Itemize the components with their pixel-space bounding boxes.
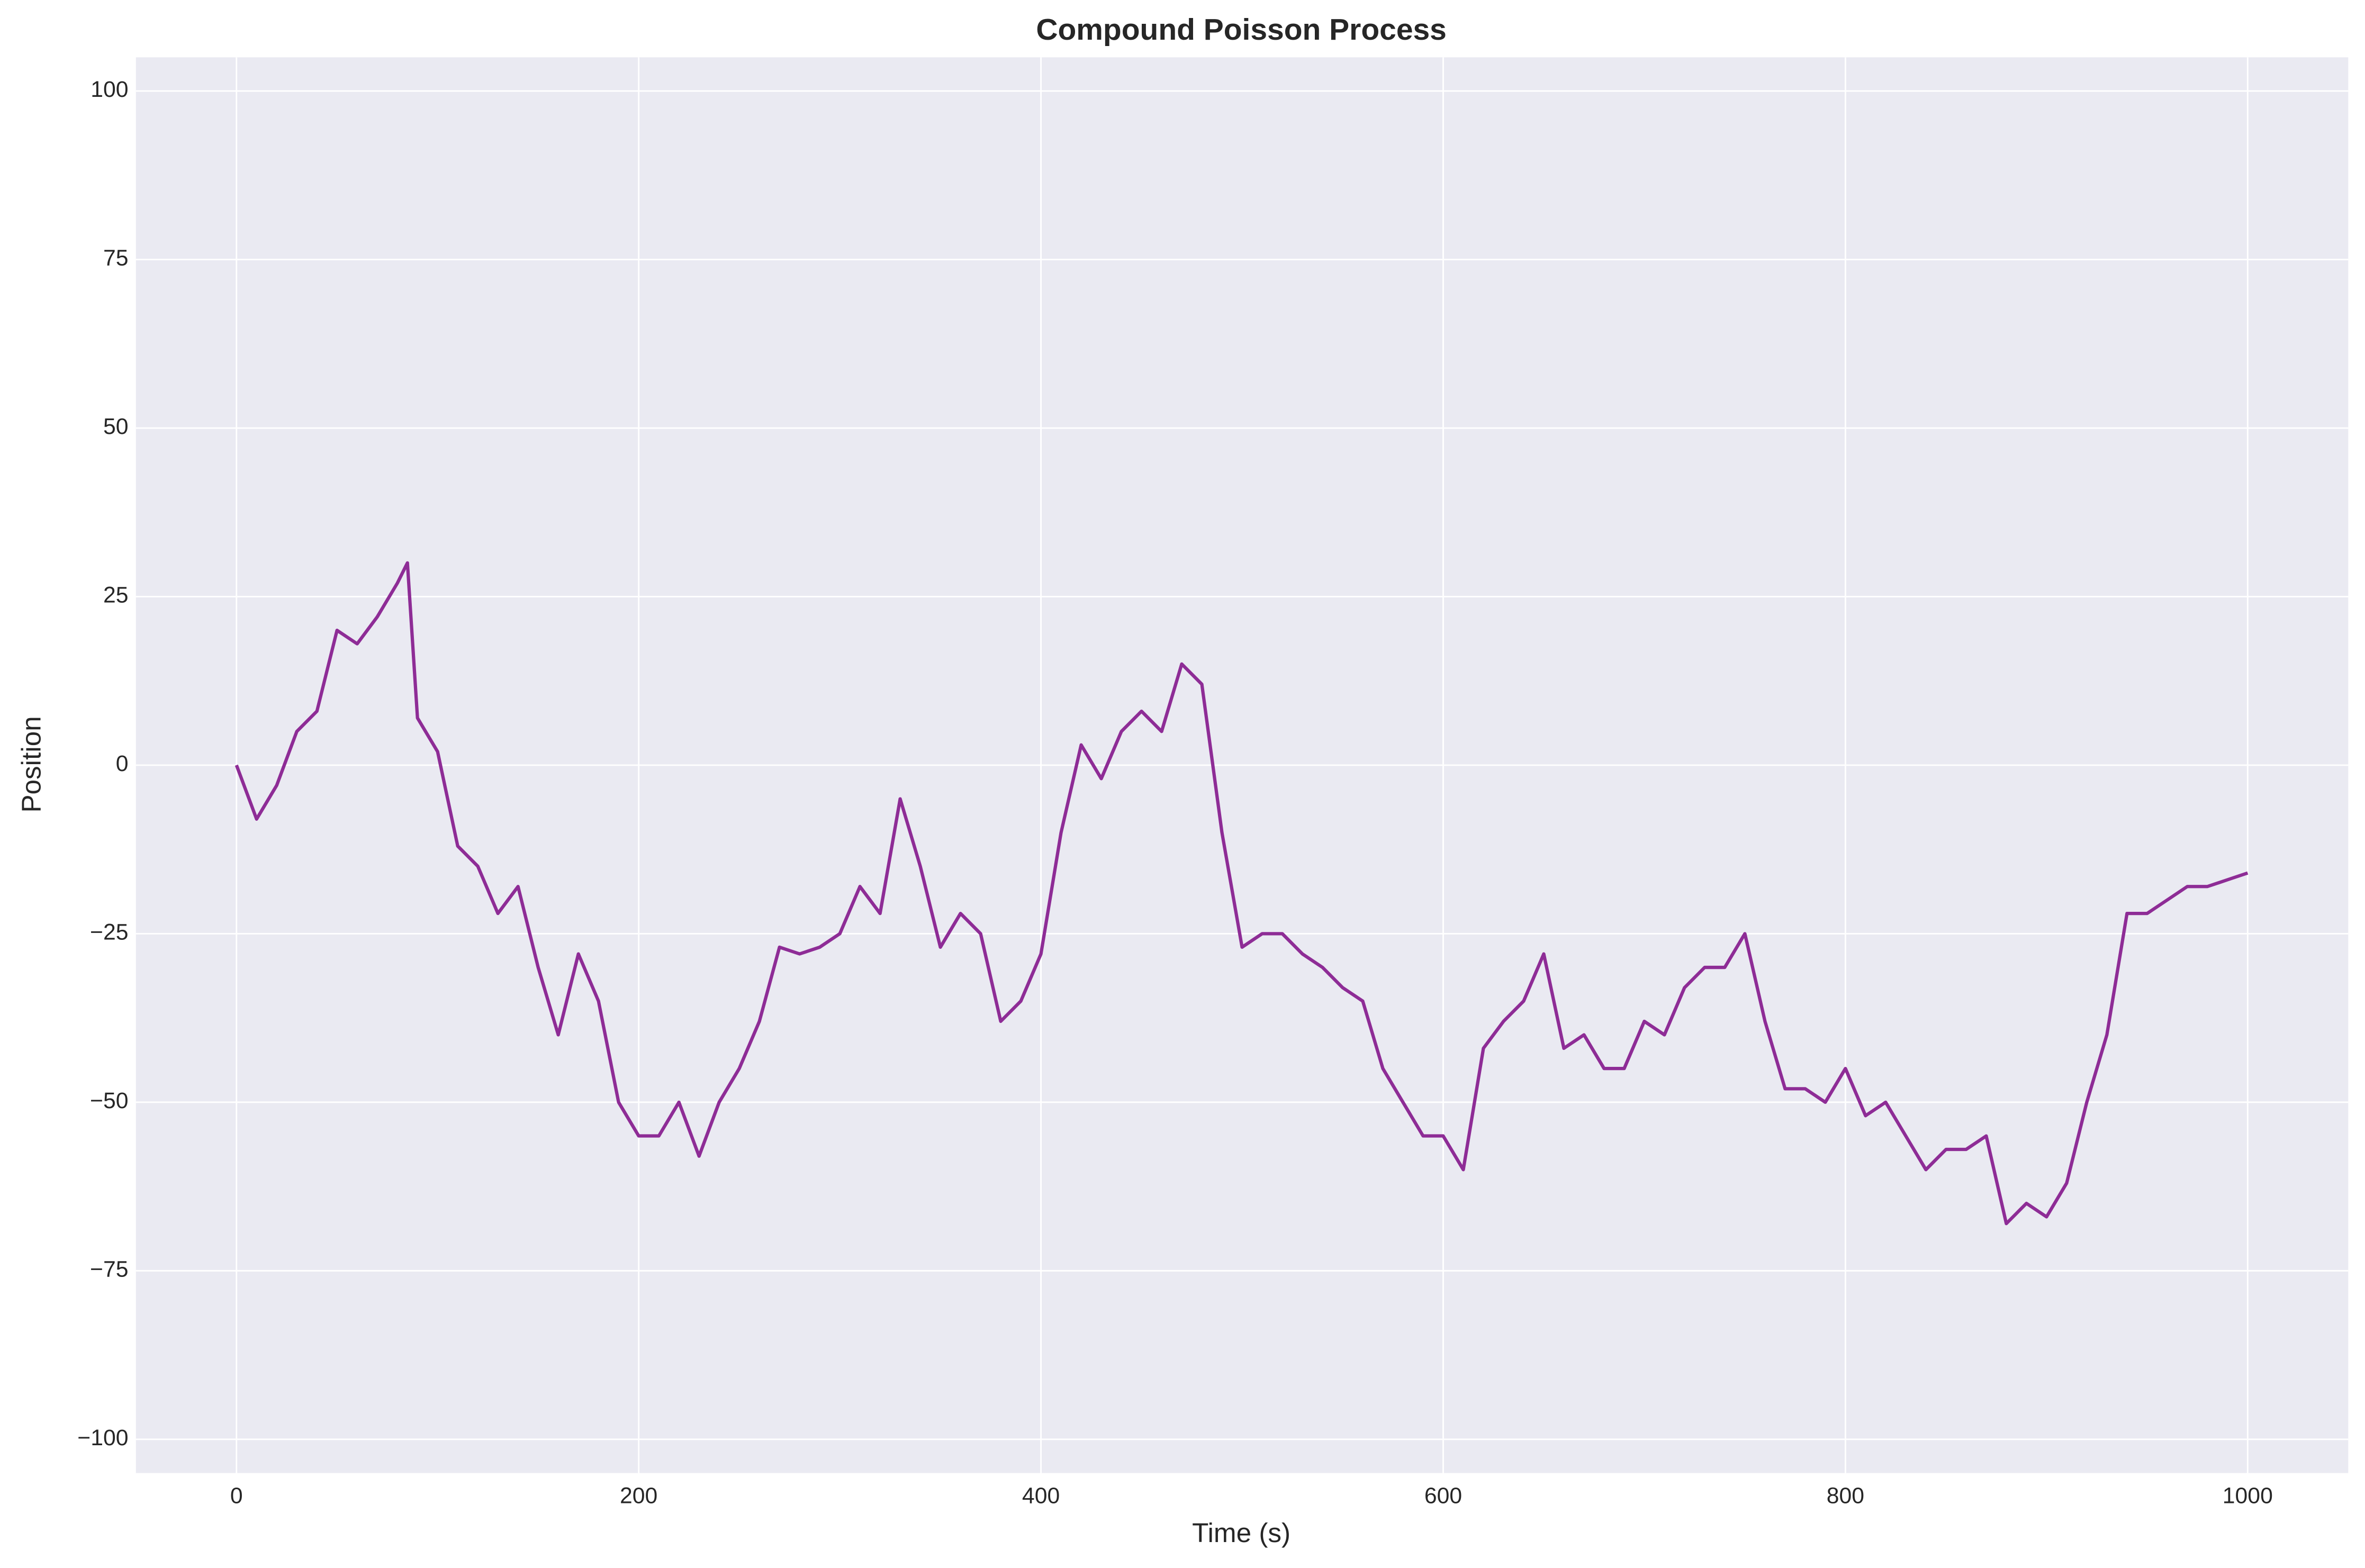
- y-axis-label: Position: [16, 716, 47, 812]
- y-tick-label: 50: [103, 414, 129, 439]
- x-tick-label: 200: [620, 1483, 657, 1508]
- y-tick-label: 0: [116, 751, 129, 776]
- y-tick-label: 100: [91, 77, 128, 102]
- lines: [234, 561, 2249, 1226]
- y-tick-label: −100: [77, 1425, 128, 1451]
- data-line: [234, 561, 2249, 1226]
- y-tick-label: −75: [90, 1257, 128, 1282]
- x-tick-label: 600: [1424, 1483, 1462, 1508]
- x-tick-label: 800: [1827, 1483, 1864, 1508]
- y-tick-label: 75: [103, 246, 129, 271]
- y-tick-label: 25: [103, 583, 129, 608]
- y-tick-label: −25: [90, 920, 128, 945]
- y-tick-label: −50: [90, 1088, 128, 1113]
- x-tick-label: 1000: [2223, 1483, 2273, 1508]
- x-tick-label: 0: [230, 1483, 243, 1508]
- chart-title: Compound Poisson Process: [1036, 13, 1447, 47]
- x-tick-label: 400: [1022, 1483, 1060, 1508]
- x-axis-label: Time (s): [1192, 1518, 1290, 1548]
